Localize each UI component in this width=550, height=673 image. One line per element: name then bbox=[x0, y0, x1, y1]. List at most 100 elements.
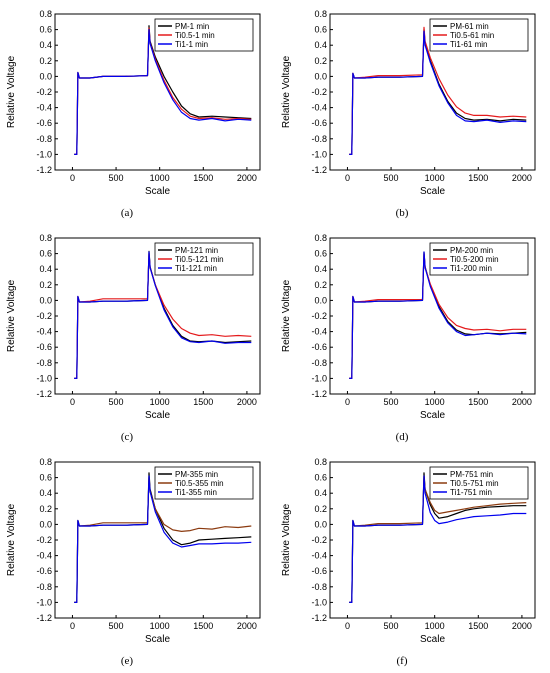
y-tick-label: -0.4 bbox=[311, 103, 327, 113]
y-tick-label: -0.6 bbox=[36, 566, 52, 576]
y-tick-label: -1.2 bbox=[311, 613, 327, 623]
chart-panel: -1.2 -1.0 -0.8 -0.6 -0.4 -0.2 0.0 0.2 0.4 0.6 0.8 0… bbox=[0, 224, 275, 448]
y-tick-label: 0.0 bbox=[39, 71, 52, 81]
y-tick-label: -0.2 bbox=[36, 87, 52, 97]
y-tick-label: -0.6 bbox=[311, 118, 327, 128]
legend-label: Ti0.5-355 min bbox=[175, 479, 224, 488]
legend-label: Ti0.5-121 min bbox=[175, 255, 224, 264]
panel-caption: (e) bbox=[121, 655, 134, 667]
y-tick-label: -1.0 bbox=[311, 149, 327, 159]
chart-svg: -1.2 -1.0 -0.8 -0.6 -0.4 -0.2 0.0 0.2 0.4 0.6 0.8 0… bbox=[6, 233, 261, 443]
y-tick-label: -0.2 bbox=[311, 535, 327, 545]
y-axis-title: Relative Voltage bbox=[6, 503, 17, 576]
y-tick-label: 0.4 bbox=[39, 264, 52, 274]
y-tick-label: -1.0 bbox=[36, 597, 52, 607]
y-tick-label: -0.2 bbox=[311, 311, 327, 321]
y-tick-label: 0.4 bbox=[314, 488, 327, 498]
x-tick-label: 0 bbox=[345, 173, 350, 183]
legend-label: Ti0.5-61 min bbox=[450, 31, 494, 40]
legend-label: PM-1 min bbox=[175, 22, 209, 31]
y-tick-label: 0.0 bbox=[314, 71, 327, 81]
y-tick-label: 0.6 bbox=[314, 473, 327, 483]
y-tick-label: 0.2 bbox=[314, 504, 327, 514]
legend-label: Ti1-751 min bbox=[450, 488, 492, 497]
y-tick-label: 0.4 bbox=[314, 264, 327, 274]
y-tick-label: 0.0 bbox=[39, 519, 52, 529]
x-tick-label: 500 bbox=[384, 173, 399, 183]
x-tick-label: 0 bbox=[70, 173, 75, 183]
y-tick-label: -0.4 bbox=[311, 327, 327, 337]
panel-caption: (d) bbox=[396, 431, 409, 443]
y-tick-label: -0.6 bbox=[311, 566, 327, 576]
y-tick-label: -0.6 bbox=[36, 118, 52, 128]
x-tick-label: 1000 bbox=[150, 621, 170, 631]
y-tick-label: 0.6 bbox=[39, 25, 52, 35]
chart-svg: -1.2 -1.0 -0.8 -0.6 -0.4 -0.2 0.0 0.2 0.4 0.6 0.8 0… bbox=[281, 457, 536, 667]
legend-label: Ti0.5-751 min bbox=[450, 479, 499, 488]
panel-caption: (c) bbox=[121, 431, 134, 443]
y-axis-title: Relative Voltage bbox=[281, 503, 292, 576]
legend-label: PM-200 min bbox=[450, 246, 493, 255]
y-tick-label: -1.2 bbox=[311, 165, 327, 175]
y-tick-label: 0.2 bbox=[314, 280, 327, 290]
y-tick-label: -1.2 bbox=[36, 613, 52, 623]
x-tick-label: 1500 bbox=[193, 621, 213, 631]
y-tick-label: -0.6 bbox=[311, 342, 327, 352]
x-tick-label: 1500 bbox=[468, 397, 488, 407]
x-tick-label: 500 bbox=[109, 173, 124, 183]
series-line bbox=[349, 475, 527, 603]
x-tick-label: 1000 bbox=[150, 173, 170, 183]
series-line bbox=[74, 475, 252, 603]
legend-label: PM-121 min bbox=[175, 246, 218, 255]
y-tick-label: 0.4 bbox=[39, 40, 52, 50]
x-tick-label: 1000 bbox=[425, 621, 445, 631]
x-tick-label: 1500 bbox=[193, 173, 213, 183]
y-tick-label: -0.2 bbox=[36, 311, 52, 321]
y-tick-label: -0.4 bbox=[36, 327, 52, 337]
y-tick-label: -1.2 bbox=[36, 389, 52, 399]
x-axis-title: Scale bbox=[420, 186, 445, 197]
y-tick-label: 0.2 bbox=[39, 280, 52, 290]
panel-caption: (b) bbox=[396, 207, 409, 219]
legend-label: Ti1-1 min bbox=[175, 40, 208, 49]
y-tick-label: -0.8 bbox=[36, 134, 52, 144]
x-tick-label: 1500 bbox=[468, 173, 488, 183]
x-tick-label: 500 bbox=[109, 397, 124, 407]
y-tick-label: -0.6 bbox=[36, 342, 52, 352]
x-tick-label: 500 bbox=[384, 621, 399, 631]
x-tick-label: 2000 bbox=[512, 173, 532, 183]
y-axis-title: Relative Voltage bbox=[281, 279, 292, 352]
y-axis-title: Relative Voltage bbox=[6, 279, 17, 352]
x-axis-title: Scale bbox=[420, 410, 445, 421]
x-tick-label: 1000 bbox=[150, 397, 170, 407]
x-tick-label: 2000 bbox=[512, 397, 532, 407]
legend-label: Ti1-121 min bbox=[175, 264, 217, 273]
x-tick-label: 0 bbox=[345, 397, 350, 407]
y-tick-label: -0.4 bbox=[311, 551, 327, 561]
legend-label: Ti0.5-1 min bbox=[175, 31, 215, 40]
y-tick-label: 0.2 bbox=[39, 504, 52, 514]
chart-panel: -1.2 -1.0 -0.8 -0.6 -0.4 -0.2 0.0 0.2 0.4 0.6 0.8 0… bbox=[0, 0, 275, 224]
x-tick-label: 1000 bbox=[425, 173, 445, 183]
x-axis-title: Scale bbox=[145, 634, 170, 645]
y-tick-label: 0.6 bbox=[314, 249, 327, 259]
legend-label: PM-751 min bbox=[450, 470, 493, 479]
y-tick-label: 0.0 bbox=[314, 295, 327, 305]
x-tick-label: 2000 bbox=[512, 621, 532, 631]
panel-caption: (a) bbox=[121, 207, 134, 219]
y-tick-label: -0.8 bbox=[36, 582, 52, 592]
y-tick-label: 0.6 bbox=[314, 25, 327, 35]
y-tick-label: -1.2 bbox=[36, 165, 52, 175]
y-tick-label: 0.6 bbox=[39, 473, 52, 483]
legend-box bbox=[429, 242, 529, 276]
x-axis-title: Scale bbox=[420, 634, 445, 645]
y-tick-label: 0.8 bbox=[39, 9, 52, 19]
y-tick-label: 0.0 bbox=[39, 295, 52, 305]
y-tick-label: -1.2 bbox=[311, 389, 327, 399]
x-axis-title: Scale bbox=[145, 186, 170, 197]
x-tick-label: 1500 bbox=[193, 397, 213, 407]
legend-label: Ti1-61 min bbox=[450, 40, 488, 49]
x-tick-label: 1000 bbox=[425, 397, 445, 407]
y-tick-label: 0.8 bbox=[39, 457, 52, 467]
y-tick-label: -0.4 bbox=[36, 551, 52, 561]
